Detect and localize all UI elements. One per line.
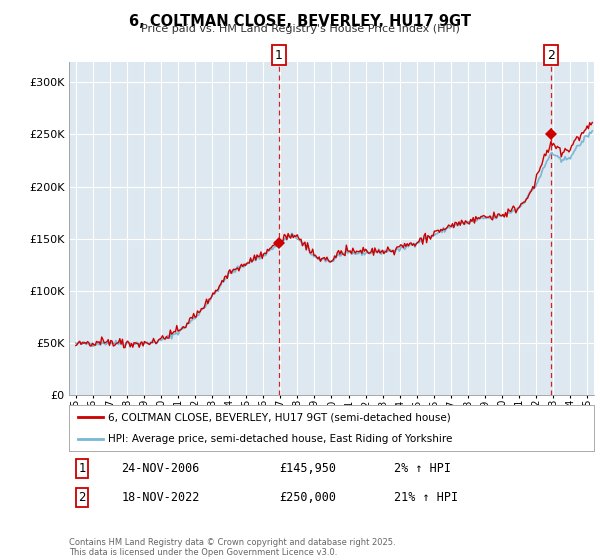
Text: £145,950: £145,950 — [279, 462, 336, 475]
Text: HPI: Average price, semi-detached house, East Riding of Yorkshire: HPI: Average price, semi-detached house,… — [109, 435, 453, 444]
Text: 2% ↑ HPI: 2% ↑ HPI — [395, 462, 452, 475]
Text: 1: 1 — [275, 49, 283, 62]
Text: Contains HM Land Registry data © Crown copyright and database right 2025.
This d: Contains HM Land Registry data © Crown c… — [69, 538, 395, 557]
Text: 18-NOV-2022: 18-NOV-2022 — [121, 491, 200, 504]
Text: 21% ↑ HPI: 21% ↑ HPI — [395, 491, 458, 504]
Text: 24-NOV-2006: 24-NOV-2006 — [121, 462, 200, 475]
Text: 6, COLTMAN CLOSE, BEVERLEY, HU17 9GT (semi-detached house): 6, COLTMAN CLOSE, BEVERLEY, HU17 9GT (se… — [109, 412, 451, 422]
Text: £250,000: £250,000 — [279, 491, 336, 504]
Text: Price paid vs. HM Land Registry's House Price Index (HPI): Price paid vs. HM Land Registry's House … — [140, 24, 460, 34]
Text: 2: 2 — [79, 491, 86, 504]
Text: 6, COLTMAN CLOSE, BEVERLEY, HU17 9GT: 6, COLTMAN CLOSE, BEVERLEY, HU17 9GT — [129, 14, 471, 29]
Text: 2: 2 — [547, 49, 555, 62]
Text: 1: 1 — [79, 462, 86, 475]
